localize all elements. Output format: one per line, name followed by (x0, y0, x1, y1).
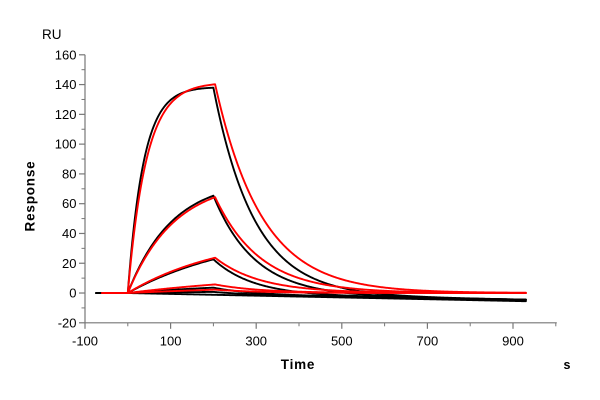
y-tick-label: 0 (69, 286, 76, 301)
curve-measured-blank (95, 292, 527, 303)
curve-fit-140RU (101, 83, 527, 294)
x-tick-label: 300 (245, 333, 267, 348)
y-tick-label: 20 (62, 256, 76, 271)
x-tick-label: 100 (160, 333, 182, 348)
curve-fit-2RU (101, 288, 527, 294)
y-tick-label: -20 (58, 315, 77, 330)
x-tick-label: -100 (72, 333, 98, 348)
x-tick-label: 900 (502, 333, 524, 348)
y-axis-title: Response (23, 161, 38, 232)
axes-layer: 160 140 120 100 80 60 40 20 0 -20 -100 100 300 500 700… (55, 47, 557, 348)
y-tick-label: 120 (55, 107, 77, 122)
x-tick-label: 500 (331, 333, 353, 348)
y-tick-label: 100 (55, 137, 77, 152)
x-unit-label: s (564, 358, 571, 372)
curves-layer (95, 83, 527, 303)
y-tick-label: 80 (62, 166, 76, 181)
y-unit-label: RU (42, 27, 62, 42)
curve-measured-65RU (95, 194, 527, 301)
y-tick-label: 60 (62, 196, 76, 211)
y-tick-label: 140 (55, 77, 77, 92)
y-tick-label: 160 (55, 47, 77, 62)
x-tick-label: 700 (417, 333, 439, 348)
y-tick-label: 40 (62, 226, 76, 241)
x-axis-title: Time (281, 357, 315, 372)
